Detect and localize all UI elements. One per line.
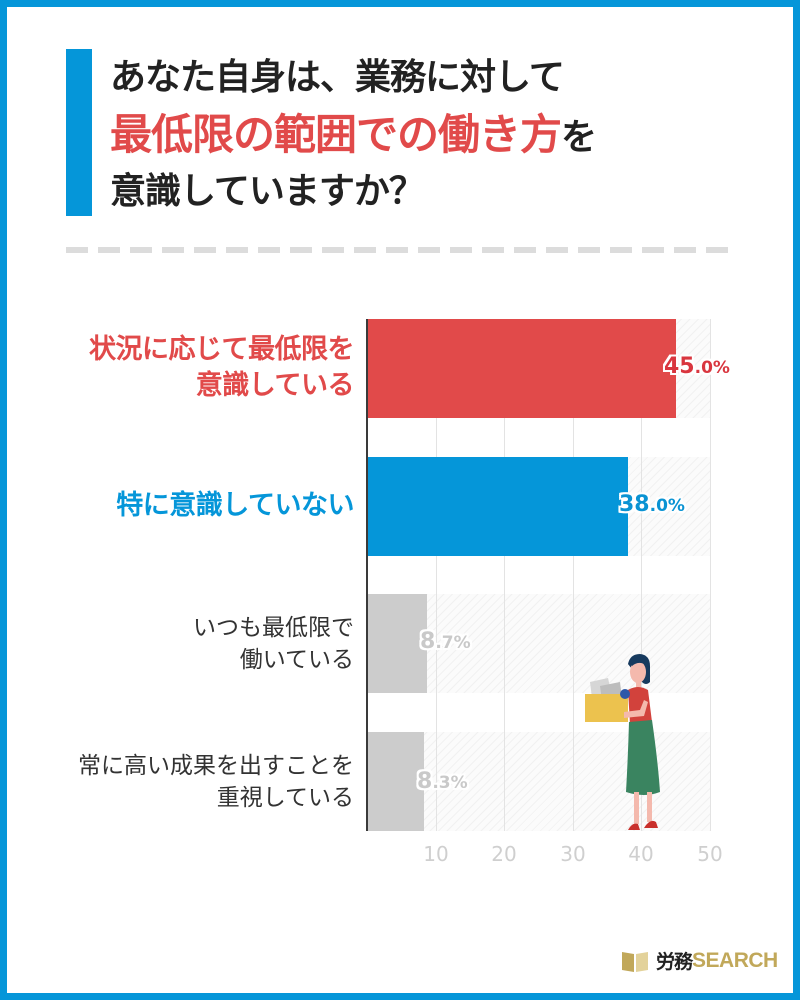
book-icon (622, 951, 648, 972)
y-axis-line (366, 319, 368, 831)
title-line-2-tail: を (561, 117, 597, 158)
page-title: あなた自身は、業務に対して 最低限の範囲での働き方を 意識していますか？ (110, 52, 597, 223)
category-label: 特に意識していない (116, 490, 354, 521)
gridline (710, 319, 711, 831)
title-line-1: あなた自身は、業務に対して (110, 57, 565, 98)
gridline (436, 319, 437, 831)
bar-not-conscious (367, 457, 628, 556)
gridline (504, 319, 505, 831)
brand-logo: 労務 SEARCH (622, 947, 778, 974)
x-tick: 30 (560, 842, 586, 866)
category-label: いつも最低限で 働いている (193, 615, 354, 673)
x-tick: 20 (491, 842, 517, 866)
title-line-2: 最低限の範囲での働き方を (110, 109, 597, 166)
title-highlight: 最低限の範囲での働き方 (110, 110, 562, 159)
title-line-3: 意識していますか？ (110, 171, 425, 212)
logo-text-en: SEARCH (692, 948, 778, 972)
x-tick: 40 (628, 842, 654, 866)
category-label: 状況に応じて最低限を 意識している (89, 334, 355, 401)
gridline (573, 319, 574, 831)
woman-carrying-box-illustration (585, 654, 660, 830)
bar-situational-minimum (367, 319, 676, 418)
x-tick: 50 (697, 842, 723, 866)
x-tick: 10 (423, 842, 449, 866)
bar-high-results (367, 732, 424, 831)
value-label: 8.3% (417, 769, 468, 794)
value-label: 8.7% (420, 629, 471, 654)
value-label: 38.0% (619, 492, 685, 517)
gridline (641, 319, 642, 831)
title-accent-bar (66, 49, 92, 216)
value-label: 45.0% (664, 354, 730, 379)
bar-always-minimum (367, 594, 427, 693)
dashed-divider (66, 247, 736, 253)
category-label: 常に高い成果を出すことを 重視している (78, 753, 354, 811)
logo-text-jp: 労務 (656, 951, 693, 973)
